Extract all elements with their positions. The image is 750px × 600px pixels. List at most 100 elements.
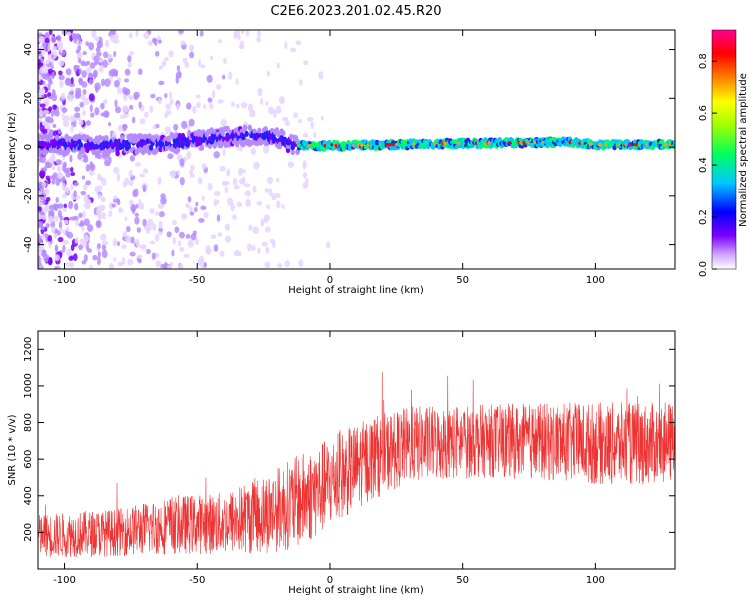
snr-panel: -100 -50 0 50 100 200 400 600 800 1000 1200 Heigh… — [7, 330, 676, 596]
y-tick-label: 400 — [23, 486, 34, 505]
spectrogram-cell — [149, 105, 154, 114]
spectrogram-cell — [96, 220, 101, 227]
spectrogram-cell — [63, 219, 69, 225]
spectrogram-cell — [238, 145, 243, 152]
spectrogram-cell — [165, 110, 172, 116]
spectrogram-panel: -100 -50 0 50 100 -40 -20 0 20 40 Height of stra… — [7, 29, 676, 296]
spectrogram-cell — [188, 51, 195, 59]
spectrogram-cell — [58, 70, 63, 76]
spectrogram-cell — [94, 185, 100, 194]
spectrogram-cell — [129, 199, 134, 205]
spectrogram-cell — [52, 104, 57, 110]
spectrogram-cell — [59, 44, 63, 54]
y-tick-label: 20 — [23, 92, 34, 105]
spectrogram-cell — [124, 177, 130, 186]
spectrogram-cell — [89, 264, 93, 269]
spectrogram-cell — [73, 64, 78, 73]
spectrogram-cell — [290, 149, 295, 156]
spectrogram-cell — [63, 115, 70, 121]
spectrogram-cell — [55, 178, 61, 186]
spectrogram-cell — [81, 225, 85, 231]
spectrogram-cell — [57, 236, 64, 243]
spectrogram-cell — [88, 93, 95, 102]
spectrogram-cell — [178, 71, 182, 79]
spectrogram-cell — [62, 207, 67, 212]
spectrogram-cell — [100, 196, 106, 203]
spectrogram-cell — [178, 30, 184, 34]
spectrogram-cell — [70, 77, 74, 85]
spectrogram-cell — [245, 30, 250, 37]
spectrogram-cell — [230, 101, 235, 108]
spectrogram-cell — [264, 226, 271, 233]
spectrogram-cell — [232, 214, 237, 220]
spectrogram-cell — [275, 105, 282, 115]
spectrogram-cell — [298, 259, 304, 267]
y-tick-label: 0 — [23, 144, 34, 150]
spectrogram-cell — [135, 238, 140, 247]
spectrogram-cell — [66, 226, 70, 232]
spectrogram-cell — [98, 65, 104, 73]
spectrogram-cell — [271, 192, 277, 201]
spectrogram-cell — [142, 218, 147, 227]
spectrogram-cell — [178, 231, 185, 239]
spectrogram-cell — [276, 200, 281, 209]
spectrogram-cell — [80, 220, 84, 226]
spectrogram-cell — [253, 161, 260, 170]
spectrogram-cell — [102, 59, 108, 68]
spectrogram-cell — [672, 139, 675, 145]
spectrogram-cell — [195, 94, 201, 99]
spectrogram-cell — [95, 207, 103, 216]
spectrogram-cell — [224, 223, 231, 231]
y-tick-label: 40 — [23, 43, 34, 56]
spectrogram-cell — [189, 169, 194, 176]
spectrogram-cell — [45, 175, 51, 181]
spectrogram-cell — [88, 170, 95, 176]
spectrogram-cell — [129, 50, 134, 56]
spectrogram-cell — [113, 50, 117, 57]
spectrogram-cell — [320, 116, 324, 121]
spectrogram-cell — [97, 242, 101, 249]
spectrogram-cell — [51, 93, 57, 102]
spectrogram-cell — [158, 220, 163, 230]
spectrogram-cell — [66, 31, 72, 37]
spectrogram-cell — [52, 123, 57, 128]
spectrogram-cell — [326, 241, 331, 249]
spectrogram-cell — [63, 168, 69, 174]
spectrogram-cell — [266, 70, 270, 77]
spectrogram-cell — [51, 162, 56, 171]
spectrogram-cell — [173, 123, 179, 131]
spectrogram-cell — [302, 160, 307, 167]
spectrogram-cell — [79, 101, 85, 108]
spectrogram-cell — [302, 132, 309, 138]
spectrogram-cell — [221, 74, 226, 80]
spectrogram-cell — [73, 202, 79, 211]
spectrogram-cell — [143, 225, 149, 230]
spectrogram-cell — [134, 212, 139, 217]
spectrogram-cell — [40, 140, 45, 147]
spectrogram-cell — [48, 30, 53, 36]
spectrogram-cell — [250, 244, 256, 251]
spectrogram-cell — [187, 239, 194, 248]
spectrogram-cell — [234, 141, 240, 148]
spectrogram-cell — [244, 130, 249, 137]
spectrogram-cell — [44, 161, 51, 168]
spectrogram-cell — [264, 261, 271, 269]
spectrogram-cell — [145, 248, 151, 255]
x-tick-label: -100 — [53, 275, 76, 286]
spectrogram-cell — [83, 254, 88, 263]
y-tick-label: -40 — [23, 236, 34, 252]
spectrogram-cell — [38, 134, 41, 141]
spectrogram-cell — [108, 262, 115, 269]
spectrogram-cell — [90, 112, 95, 118]
spectrogram-cell — [268, 106, 274, 115]
spectrogram-cell — [207, 182, 213, 191]
spectrogram-cell — [252, 128, 257, 135]
spectrogram-cell — [210, 55, 214, 61]
spectrogram-cell — [70, 166, 74, 173]
spectrogram-cell — [42, 181, 47, 188]
spectrogram-cell — [97, 58, 104, 63]
spectrogram-cell — [211, 90, 216, 99]
spectrogram-cell — [182, 57, 188, 64]
spectrogram-cell — [227, 197, 234, 206]
spectrogram-cell — [100, 102, 105, 110]
